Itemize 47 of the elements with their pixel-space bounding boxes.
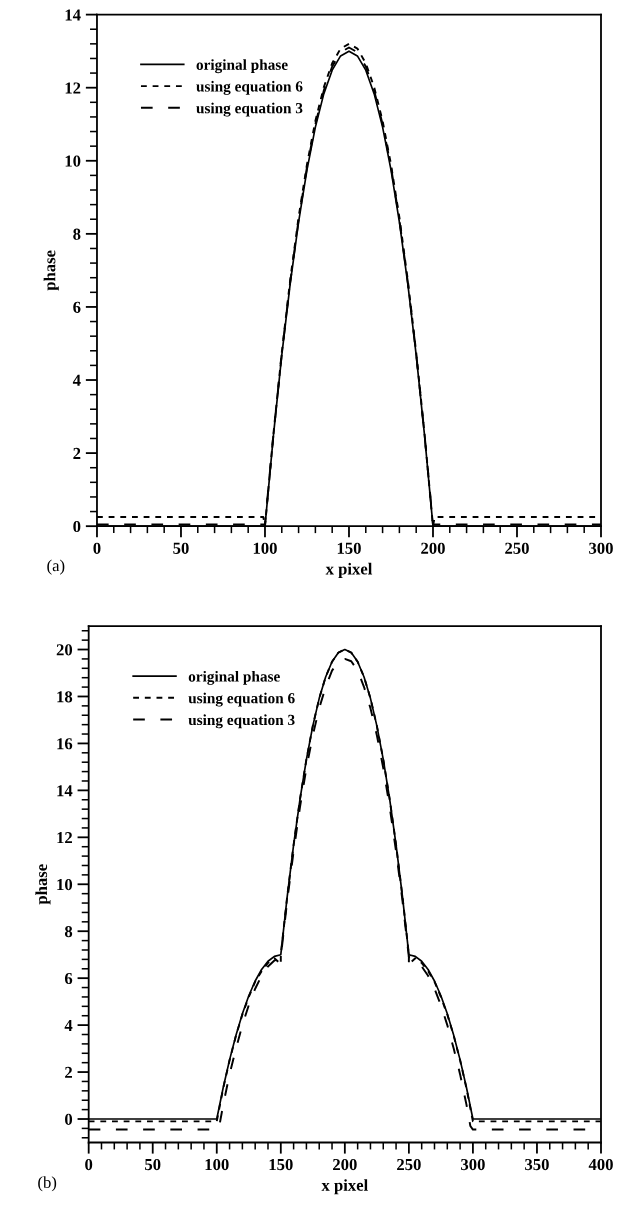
y-tick-label: 20 (56, 644, 73, 656)
x-tick-label: 250 (397, 1158, 421, 1171)
x-tick-label: 150 (337, 542, 361, 554)
x-tick-label: 300 (461, 1158, 485, 1171)
y-tick-label: 2 (73, 447, 81, 459)
y-tick-label: 4 (64, 1019, 73, 1031)
x-tick-label: 200 (421, 542, 445, 554)
x-tick-label: 100 (205, 1158, 229, 1171)
legend-label: using equation 3 (188, 714, 295, 729)
x-tick-label: 350 (525, 1158, 549, 1171)
x-tick-label: 400 (588, 1158, 613, 1171)
y-tick-label: 14 (57, 785, 73, 797)
y-axis-title: phase (35, 864, 51, 905)
y-tick-label: 12 (57, 832, 72, 844)
x-tick-label: 0 (85, 1158, 93, 1171)
legend-label: using equation 3 (196, 102, 303, 117)
legend-label: using equation 6 (188, 692, 295, 707)
y-tick-label: 0 (73, 520, 81, 533)
y-tick-label: 6 (64, 972, 73, 985)
x-tick-label: 300 (589, 542, 613, 554)
y-tick-label: 2 (65, 1066, 72, 1078)
y-tick-label: 18 (57, 691, 73, 703)
x-axis-title: x pixel (321, 1179, 368, 1195)
legend-label: original phase (188, 670, 280, 685)
legend-label: original phase (196, 59, 288, 74)
x-tick-label: 200 (333, 1158, 357, 1171)
y-tick-label: 10 (65, 155, 81, 167)
x-tick-label: 50 (145, 1158, 161, 1171)
text: (a) (47, 559, 65, 575)
x-tick-label: 250 (505, 542, 529, 554)
x-axis-title: x pixel (325, 562, 373, 578)
y-tick-label: 14 (65, 9, 81, 21)
y-tick-label: 8 (73, 228, 81, 240)
y-tick-label: 4 (72, 374, 81, 386)
y-tick-label: 16 (57, 738, 73, 750)
x-tick-label: 100 (253, 542, 277, 554)
y-tick-label: 10 (57, 878, 73, 891)
y-tick-label: 12 (65, 82, 81, 94)
y-axis-title: phase (43, 250, 59, 291)
x-tick-label: 0 (93, 542, 101, 554)
y-tick-label: 0 (65, 1113, 73, 1125)
x-tick-label: 50 (173, 542, 189, 554)
legend-label: using equation 6 (196, 80, 303, 95)
text: (b) (38, 1176, 57, 1192)
y-tick-label: 8 (64, 925, 73, 938)
y-tick-label: 6 (73, 301, 81, 313)
x-tick-label: 150 (269, 1158, 293, 1171)
